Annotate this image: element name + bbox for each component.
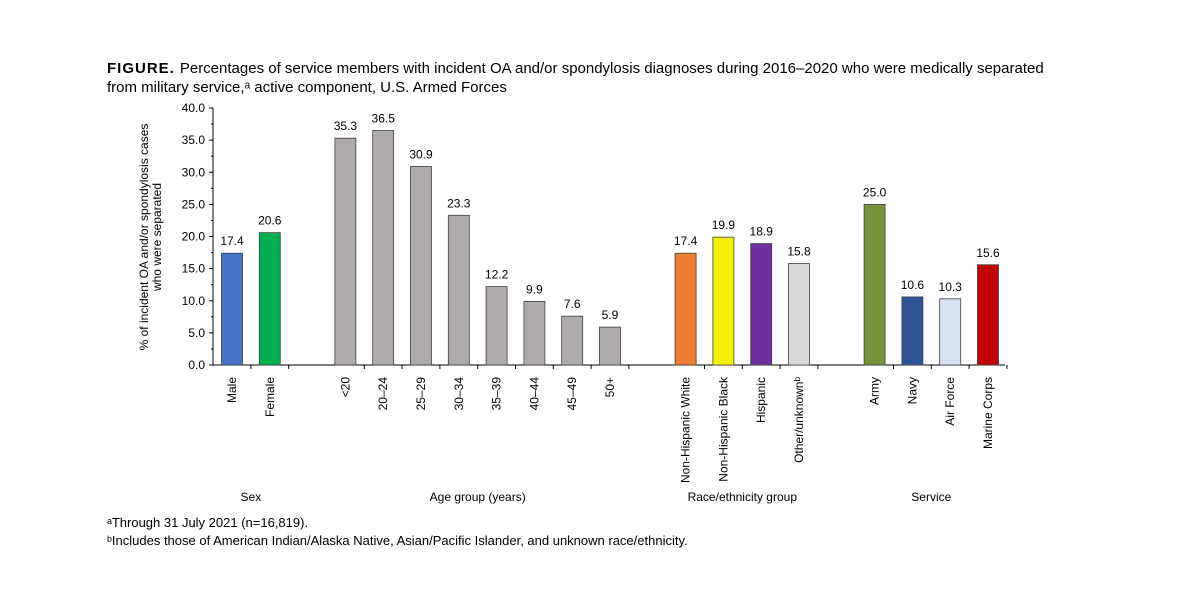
value-label: 36.5 xyxy=(372,111,396,125)
bar xyxy=(788,263,810,366)
value-label: 10.6 xyxy=(901,278,925,292)
value-label: 7.6 xyxy=(564,297,581,311)
y-tick-label: 5.0 xyxy=(188,326,205,340)
y-tick-label: 25.0 xyxy=(182,197,206,211)
y-tick-label: 20.0 xyxy=(182,230,206,244)
bar xyxy=(447,214,470,366)
x-tick-label: 25–29 xyxy=(414,377,428,411)
x-tick-label: Hispanic xyxy=(754,377,768,423)
bar xyxy=(977,264,999,366)
y-axis-label: % of incident OA and/or spondylosis case… xyxy=(137,124,164,351)
bar xyxy=(372,130,395,366)
x-tick-label: Non-Hispanic Black xyxy=(716,376,730,482)
bar xyxy=(712,236,735,366)
x-tick-label: Navy xyxy=(905,377,919,404)
y-tick-label: 40.0 xyxy=(182,101,206,115)
value-label: 23.3 xyxy=(447,196,471,210)
bar xyxy=(599,326,621,366)
y-tick-label: 0.0 xyxy=(188,358,205,372)
x-tick-label: 35–39 xyxy=(490,377,504,411)
y-tick-label: 35.0 xyxy=(182,133,206,147)
bar xyxy=(939,298,962,366)
x-tick-label: Male xyxy=(225,377,239,403)
footnote: ᵃThrough 31 July 2021 (n=16,819). xyxy=(107,515,308,530)
value-label: 10.3 xyxy=(939,280,963,294)
x-tick-label: Army xyxy=(868,377,882,405)
value-label: 20.6 xyxy=(258,214,282,228)
value-label: 18.9 xyxy=(750,225,774,239)
title-label: FIGURE. xyxy=(107,60,175,77)
y-tick-label: 15.0 xyxy=(182,262,206,276)
bar xyxy=(523,300,546,366)
bar xyxy=(863,203,886,366)
x-tick-label: 40–44 xyxy=(527,377,541,411)
x-tick-label: 20–24 xyxy=(376,377,390,411)
value-label: 35.3 xyxy=(334,119,358,133)
x-tick-label: 45–49 xyxy=(565,377,579,411)
x-tick-label: 50+ xyxy=(603,377,617,397)
group-label: Race/ethnicity group xyxy=(688,490,798,504)
group-label: Sex xyxy=(241,490,262,504)
x-tick-label: Female xyxy=(263,377,277,417)
bar xyxy=(561,315,584,366)
value-label: 5.9 xyxy=(602,308,619,322)
value-label: 17.4 xyxy=(674,234,698,248)
group-label: Age group (years) xyxy=(430,490,526,504)
value-label: 12.2 xyxy=(485,268,509,282)
bar xyxy=(221,252,243,366)
value-label: 9.9 xyxy=(526,282,543,296)
value-label: 30.9 xyxy=(409,147,433,161)
y-tick-label: 10.0 xyxy=(182,294,206,308)
title-line: Percentages of service members with inci… xyxy=(180,60,1044,77)
bar xyxy=(258,232,281,366)
bar xyxy=(901,296,924,366)
bar xyxy=(485,286,508,366)
x-tick-label: Non-Hispanic White xyxy=(679,377,693,483)
x-tick-label: Marine Corps xyxy=(981,377,995,449)
y-tick-label: 30.0 xyxy=(182,165,206,179)
y-axis-label-line: % of incident OA and/or spondylosis case… xyxy=(137,124,151,351)
footnote: ᵇIncludes those of American Indian/Alask… xyxy=(107,533,688,548)
value-label: 15.6 xyxy=(976,246,1000,260)
x-tick-label: <20 xyxy=(338,377,352,398)
x-tick-label: 30–34 xyxy=(452,377,466,411)
bar xyxy=(334,137,357,366)
value-label: 19.9 xyxy=(712,218,736,232)
bar xyxy=(750,243,773,366)
y-axis-label-line: who were separated xyxy=(150,183,164,292)
x-tick-label: Air Force xyxy=(943,377,957,426)
bar xyxy=(674,252,697,366)
x-tick-label: Other/unknownᵇ xyxy=(792,377,806,463)
value-label: 17.4 xyxy=(220,234,244,248)
title-line: from military service,ᵃ active component… xyxy=(107,79,507,96)
value-label: 25.0 xyxy=(863,185,887,199)
group-label: Service xyxy=(911,490,951,504)
value-label: 15.8 xyxy=(787,244,811,258)
bar xyxy=(410,166,432,366)
title: FIGURE. Percentages of service members wi… xyxy=(107,60,1044,77)
